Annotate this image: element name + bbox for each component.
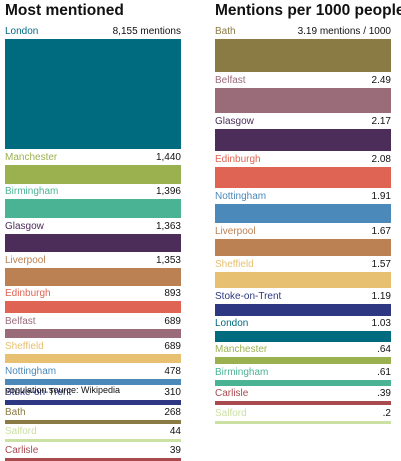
bar (5, 420, 181, 424)
value-label: 1.57 (371, 258, 391, 270)
bar (215, 331, 391, 342)
bar (215, 166, 391, 189)
value-label: 39 (169, 444, 181, 456)
bar (5, 457, 181, 461)
bar (5, 378, 181, 385)
value-label: 268 (164, 407, 181, 419)
category-label: Edinburgh (215, 153, 261, 165)
bar (5, 164, 181, 184)
category-label: Nottingham (215, 190, 267, 202)
category-label: London (5, 26, 39, 37)
category-label: Nottingham (5, 365, 57, 377)
value-label: 2.08 (371, 153, 391, 165)
bar (5, 39, 181, 149)
bar (215, 303, 391, 316)
value-label: 893 (164, 288, 181, 300)
bar (215, 357, 391, 365)
category-label: Belfast (5, 315, 36, 327)
chart-title: Mentions per 1000 people (215, 2, 401, 19)
bar (215, 128, 391, 152)
bar (5, 439, 181, 443)
category-label: Stoke-on-Trent (215, 290, 282, 302)
category-label: Edinburgh (5, 288, 51, 300)
value-label: 1.91 (371, 190, 391, 202)
bar (215, 271, 391, 288)
category-label: Manchester (5, 151, 58, 163)
category-label: Birmingham (215, 366, 269, 378)
value-label: 478 (164, 365, 181, 377)
category-label: Bath (5, 407, 26, 419)
value-label: 689 (164, 315, 181, 327)
category-label: Liverpool (5, 254, 46, 266)
value-label: .2 (382, 407, 391, 419)
category-label: Manchester (215, 344, 268, 356)
category-label: Sheffield (5, 340, 44, 352)
value-label: 1,440 (155, 151, 181, 163)
category-label: Carlisle (215, 388, 249, 400)
category-label: Glasgow (215, 115, 254, 127)
source-note: population source: Wikipedia (5, 385, 121, 395)
bar (215, 379, 391, 386)
category-label: Sheffield (215, 258, 254, 270)
category-label: Glasgow (5, 220, 44, 232)
bar (5, 328, 181, 339)
value-label: 1.67 (371, 225, 391, 237)
bar (215, 87, 391, 114)
bar (215, 203, 391, 224)
value-label: .61 (377, 366, 391, 378)
bar (5, 353, 181, 363)
value-label: 8,155 mentions (112, 26, 181, 37)
bar (5, 267, 181, 286)
category-label: Liverpool (215, 225, 256, 237)
bar (5, 301, 181, 314)
value-label: .39 (377, 388, 391, 400)
bar (5, 199, 181, 219)
value-label: 1.03 (371, 318, 391, 330)
category-label: Carlisle (5, 444, 39, 456)
category-label: Salford (215, 407, 247, 419)
bar (215, 401, 391, 406)
category-label: Salford (5, 426, 37, 438)
value-label: 2.49 (371, 74, 391, 86)
value-label: 1,353 (155, 254, 181, 266)
category-label: Stoke-on-Trent (5, 387, 72, 399)
value-label: 3.19 mentions / 1000 (297, 26, 391, 37)
value-label: 44 (169, 426, 181, 438)
value-label: 310 (164, 387, 181, 399)
value-label: 1,396 (155, 186, 181, 198)
bar (215, 39, 391, 72)
bar (5, 233, 181, 253)
value-label: 2.17 (371, 115, 391, 127)
category-label: London (215, 318, 249, 330)
category-label: Belfast (215, 74, 246, 86)
bar (215, 238, 391, 257)
category-label: Bath (215, 26, 236, 37)
value-label: .64 (377, 344, 391, 356)
chart-title: Most mentioned (5, 2, 124, 19)
category-label: Birmingham (5, 186, 59, 198)
value-label: 689 (164, 340, 181, 352)
value-label: 1,363 (155, 220, 181, 232)
bar (215, 420, 391, 424)
value-label: 1.19 (371, 290, 391, 302)
